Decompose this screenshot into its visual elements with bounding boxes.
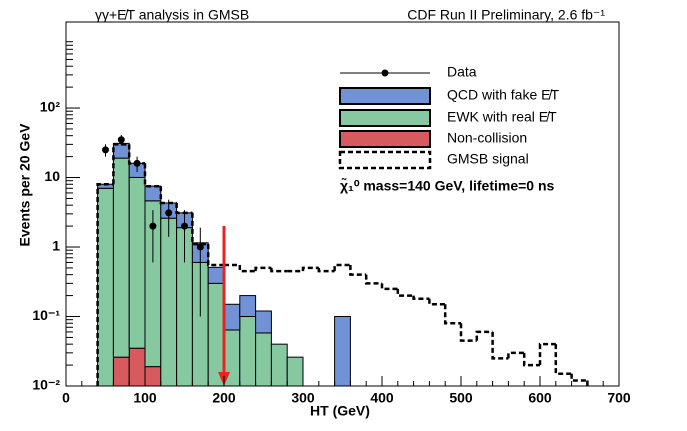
signal-step — [270, 267, 288, 273]
y-tick-label: 10⁻¹ — [32, 307, 60, 323]
bar-segment — [255, 310, 272, 334]
data-point — [196, 243, 204, 251]
bar-segment — [207, 282, 225, 387]
y-axis-title: Events per 20 GeV — [17, 123, 33, 247]
signal-step — [364, 274, 382, 285]
x-tick-label: 700 — [607, 390, 631, 406]
legend-label: Non-collision — [447, 130, 527, 146]
x-tick-label: 100 — [133, 390, 157, 406]
signal-step — [175, 202, 193, 215]
x-tick-label: 400 — [370, 390, 394, 406]
bar-segment — [223, 303, 241, 331]
signal-step — [333, 263, 351, 272]
legend-label: QCD with fake E̸T — [447, 87, 559, 103]
right-title: CDF Run II Preliminary, 2.6 fb⁻¹ — [407, 7, 605, 23]
signal-step — [206, 244, 224, 267]
signal-step — [127, 144, 145, 165]
legend-label: GMSB signal — [447, 151, 529, 167]
signal-step — [301, 266, 319, 272]
y-tick-label: 10⁻² — [32, 377, 60, 393]
signal-step — [443, 304, 461, 325]
signal-step — [459, 323, 477, 342]
bar-segment — [270, 343, 288, 387]
data-point — [181, 222, 188, 230]
left-title: γγ+E̸T analysis in GMSB — [95, 7, 249, 23]
bar-segment — [239, 316, 257, 387]
legend-swatch — [339, 109, 431, 127]
data-point — [117, 136, 125, 144]
x-tick-label: 0 — [62, 390, 70, 406]
x-tick-label: 600 — [528, 390, 552, 406]
signal-step — [491, 331, 509, 360]
signal-step — [554, 344, 572, 376]
signal-step — [475, 330, 493, 341]
signal-step — [507, 351, 525, 359]
x-tick-label: 200 — [212, 390, 236, 406]
signal-step — [570, 373, 588, 382]
signal-step — [412, 295, 430, 301]
bar-segment — [160, 217, 178, 387]
legend-label: Data — [447, 64, 477, 80]
data-point — [165, 209, 173, 217]
bar-segment — [112, 157, 130, 358]
data-point — [149, 222, 157, 230]
signal-step — [396, 288, 414, 297]
x-tick-label: 500 — [449, 390, 473, 406]
bar-segment — [334, 316, 351, 387]
bar-segment — [144, 366, 162, 387]
y-tick-label: 10² — [40, 99, 61, 115]
legend-swatch — [339, 87, 431, 105]
x-axis-title: HT (GeV) — [310, 403, 370, 419]
y-tick-label: 1 — [52, 238, 60, 254]
signal-step — [96, 183, 114, 386]
signal-step — [254, 266, 272, 272]
legend-swatch — [339, 130, 431, 148]
signal-step — [143, 163, 161, 188]
bar-segment — [128, 176, 146, 349]
bar-segment — [286, 356, 304, 387]
y-tick-label: 10 — [44, 168, 60, 184]
bar-segment — [97, 187, 114, 387]
legend-swatch — [338, 150, 432, 170]
signal-step — [191, 212, 209, 246]
bar-segment — [239, 295, 257, 318]
bar-segment — [207, 266, 225, 284]
signal-step — [238, 265, 256, 273]
x-tick-label: 300 — [291, 390, 315, 406]
signal-step — [349, 265, 367, 276]
signal-step — [538, 342, 556, 366]
bar-segment — [255, 332, 272, 387]
signal-step — [159, 186, 177, 205]
data-point — [133, 159, 141, 167]
plot-frame — [65, 21, 620, 387]
signal-step — [112, 143, 130, 185]
bar-segment — [128, 347, 146, 387]
annotation: χ̃₁⁰ mass=140 GeV, lifetime=0 ns — [340, 177, 555, 194]
signal-step — [522, 352, 540, 367]
legend-data-dot — [381, 69, 389, 77]
legend-label: EWK with real E̸T — [447, 109, 557, 125]
data-point — [102, 146, 109, 154]
signal-step — [380, 283, 398, 291]
signal-step — [317, 267, 335, 273]
bar-segment — [112, 356, 130, 387]
bar-segment — [144, 185, 162, 202]
signal-step — [428, 298, 446, 306]
